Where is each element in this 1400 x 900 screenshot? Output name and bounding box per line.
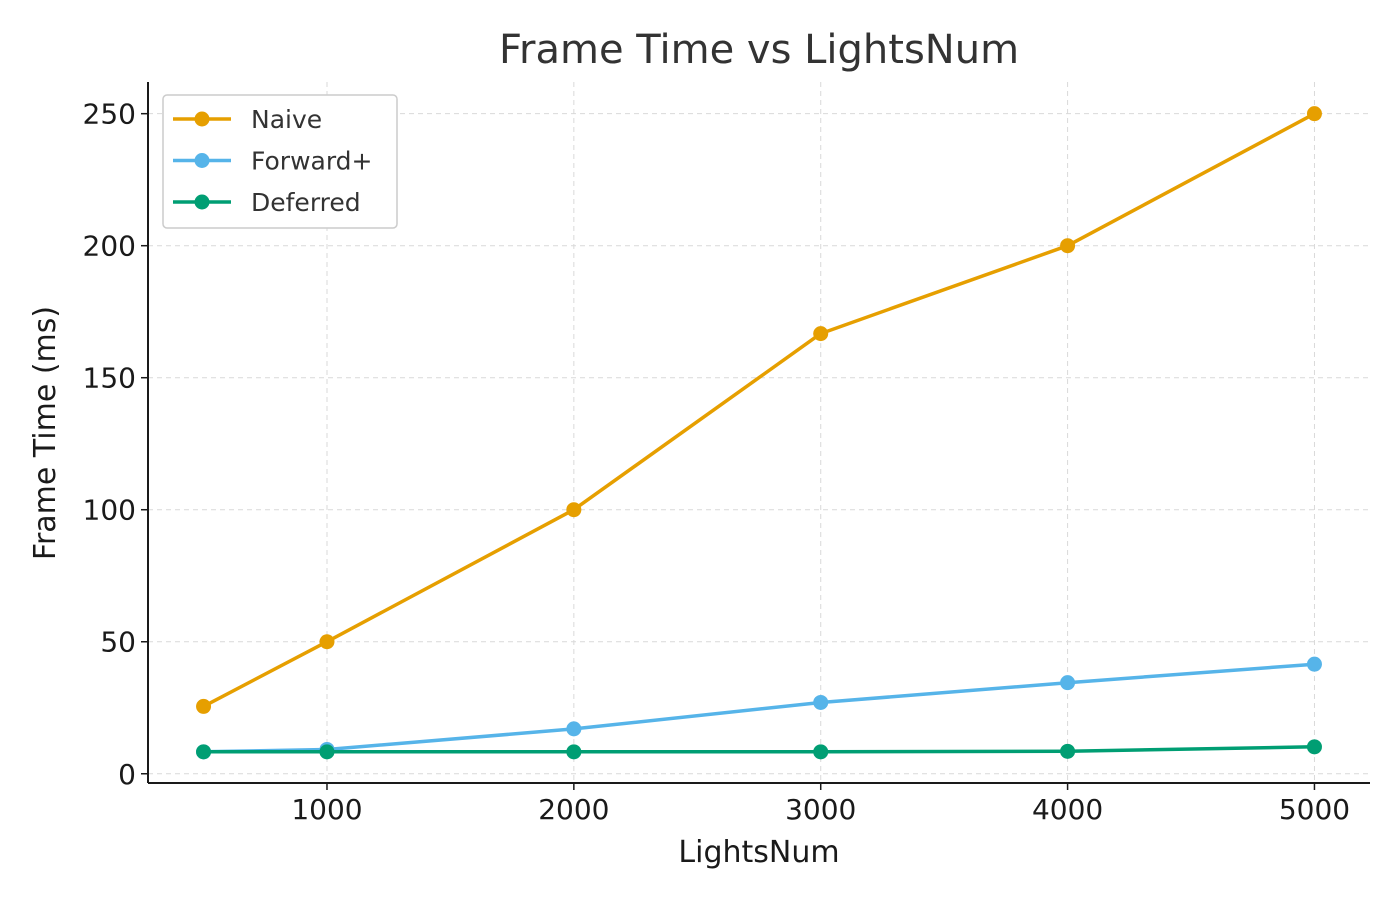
data-point-deferred [319, 744, 335, 760]
legend-label-naive: Naive [251, 105, 322, 134]
chart-title: Frame Time vs LightsNum [499, 27, 1019, 73]
data-point-naive [813, 326, 829, 342]
x-axis-label: LightsNum [678, 835, 839, 870]
y-tick-label: 150 [83, 362, 136, 395]
legend-label-deferred: Deferred [251, 188, 361, 217]
x-tick-label: 3000 [785, 793, 856, 826]
data-point-forward [566, 721, 582, 737]
x-tick-label: 1000 [291, 793, 362, 826]
data-point-naive [1306, 106, 1322, 122]
data-point-forward [1060, 675, 1076, 691]
y-tick-label: 200 [83, 230, 136, 263]
legend-swatch-marker [194, 194, 210, 210]
y-axis-label: Frame Time (ms) [28, 306, 63, 560]
legend-label-forward: Forward+ [251, 147, 372, 176]
data-point-naive [1060, 238, 1076, 254]
series-layer [196, 106, 1322, 760]
y-tick-label: 100 [83, 494, 136, 527]
data-point-deferred [1060, 743, 1076, 759]
data-point-forward [813, 694, 829, 710]
data-point-naive [566, 502, 582, 518]
legend-swatch-marker [194, 153, 210, 168]
series-forward [196, 656, 1322, 760]
legend-swatch-marker [194, 111, 210, 127]
data-point-deferred [196, 744, 212, 760]
series-line-forward [203, 662, 1315, 754]
series-deferred [196, 739, 1322, 760]
series-line-naive [202, 112, 1316, 708]
y-tick-label: 250 [83, 98, 136, 131]
y-tick-label: 50 [100, 626, 136, 659]
data-point-naive [319, 634, 335, 650]
legend-box [162, 94, 398, 229]
data-point-forward [1306, 656, 1322, 672]
series-line-deferred [203, 745, 1315, 754]
x-tick-label: 5000 [1279, 793, 1350, 826]
data-point-deferred [1306, 739, 1322, 755]
data-point-deferred [813, 744, 829, 760]
series-naive [196, 106, 1322, 714]
grid-layer [148, 82, 1370, 783]
x-tick-label: 2000 [538, 793, 609, 826]
data-point-naive [196, 698, 212, 714]
x-tick-label: 4000 [1032, 793, 1103, 826]
data-point-deferred [566, 744, 582, 760]
axes-layer: 1000 2000 3000 4000 5000 0 50 100 150 200 250 [83, 82, 1370, 826]
y-tick-label: 0 [118, 758, 136, 791]
legend: Naive Forward+ Deferred [162, 94, 398, 229]
